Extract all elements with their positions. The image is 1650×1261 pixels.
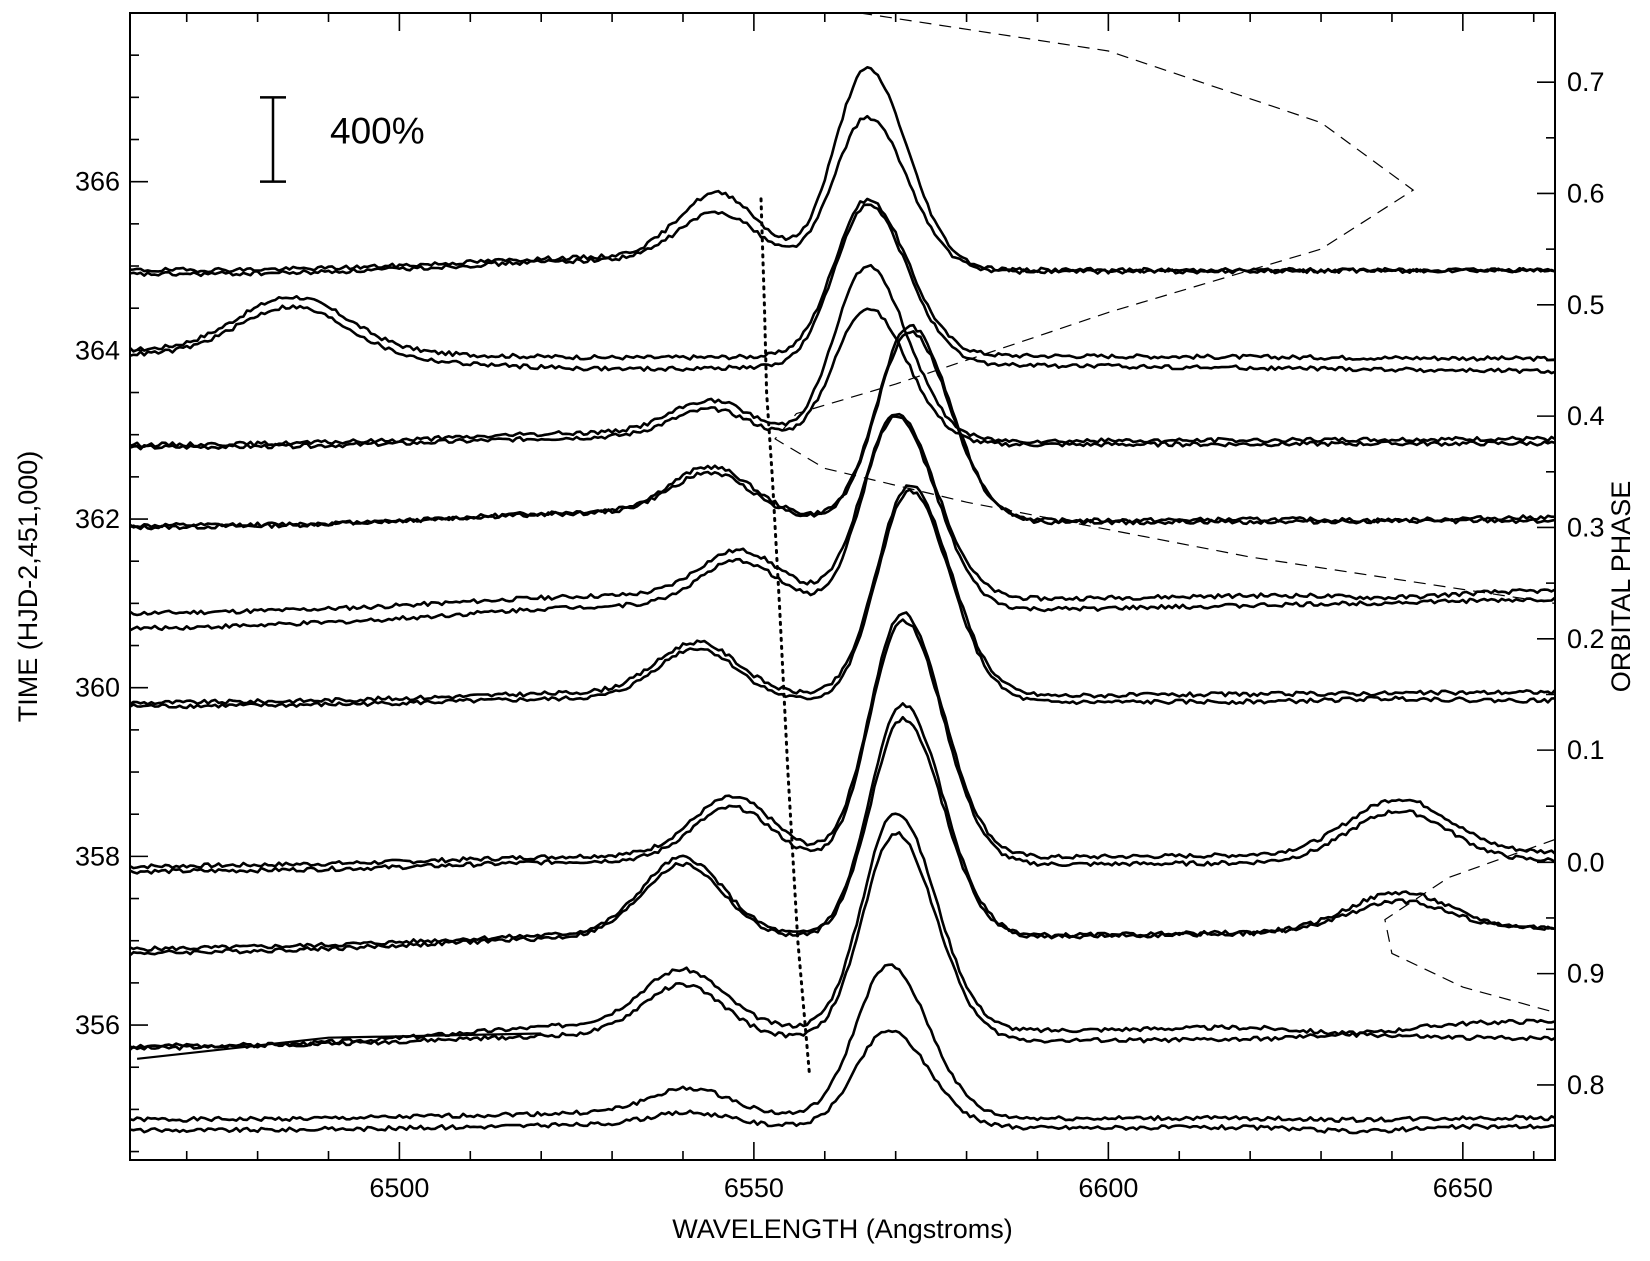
overlay-group bbox=[136, 13, 1555, 1073]
y-tick-label: 356 bbox=[75, 1010, 120, 1040]
scale-bar-label: 400% bbox=[330, 111, 425, 152]
spectrum-line bbox=[130, 263, 1555, 449]
y2-axis-title: ORBITAL PHASE bbox=[1606, 481, 1636, 693]
plot-frame bbox=[129, 12, 1556, 1161]
y2-tick-label: 0.0 bbox=[1567, 847, 1605, 877]
y2-tick-label: 0.6 bbox=[1567, 178, 1605, 208]
spectrum-line bbox=[130, 66, 1555, 274]
y-axis-title: TIME (HJD-2,451,000) bbox=[13, 451, 43, 723]
spectrum-line bbox=[130, 831, 1555, 1049]
spectrum-line bbox=[130, 715, 1555, 957]
y2-tick-label: 0.7 bbox=[1567, 67, 1605, 97]
y-tick-label: 358 bbox=[75, 841, 120, 871]
spectrum-line bbox=[130, 197, 1555, 362]
spectrum-line bbox=[130, 488, 1555, 710]
y2-tick-label: 0.1 bbox=[1567, 735, 1605, 765]
y2-tick-label: 0.9 bbox=[1567, 959, 1605, 989]
spectrum-line bbox=[130, 412, 1555, 617]
spectrum-line bbox=[130, 702, 1555, 953]
x-tick-label: 6550 bbox=[724, 1173, 784, 1203]
dashed-curve-2 bbox=[1384, 838, 1555, 1013]
x-axis-title: WAVELENGTH (Angstroms) bbox=[672, 1214, 1013, 1244]
x-tick-label: 6650 bbox=[1433, 1173, 1493, 1203]
y-tick-label: 360 bbox=[75, 673, 120, 703]
y2-tick-label: 0.8 bbox=[1567, 1070, 1605, 1100]
spectrum-line bbox=[130, 203, 1555, 375]
x-tick-label: 6500 bbox=[369, 1173, 429, 1203]
spectrum-line bbox=[130, 1029, 1555, 1135]
y2-tick-label: 0.5 bbox=[1567, 290, 1605, 320]
x-tick-label: 6600 bbox=[1078, 1173, 1138, 1203]
y-tick-label: 366 bbox=[75, 167, 120, 197]
spectra-group bbox=[130, 66, 1555, 1135]
spectrum-line bbox=[130, 611, 1555, 870]
y-tick-label: 362 bbox=[75, 504, 120, 534]
y2-tick-label: 0.4 bbox=[1567, 401, 1605, 431]
spectrum-line bbox=[130, 323, 1555, 531]
y2-tick-label: 0.3 bbox=[1567, 512, 1605, 542]
dotted-line bbox=[759, 197, 811, 1073]
y-tick-label: 364 bbox=[75, 335, 120, 365]
spectrum-line bbox=[130, 963, 1555, 1123]
x-axis-ticks: 6500 6550 6600 6650 bbox=[185, 13, 1535, 1203]
scale-bar: 400% bbox=[260, 96, 425, 183]
y2-axis-ticks: 0.7 0.6 0.5 0.4 0.3 0.2 0.1 0.0 0.9 0.8 bbox=[1537, 67, 1605, 1100]
spectrum-line bbox=[130, 415, 1555, 632]
y-axis-ticks: 356 358 360 362 364 366 bbox=[75, 12, 148, 1153]
spectrum-line bbox=[130, 812, 1555, 1051]
y2-tick-label: 0.2 bbox=[1567, 624, 1605, 654]
spectrum-line bbox=[130, 618, 1555, 875]
spectrum-line bbox=[130, 484, 1555, 706]
short-line bbox=[136, 1032, 542, 1060]
dashed-curve bbox=[774, 13, 1555, 604]
spectrum-line bbox=[130, 307, 1555, 451]
